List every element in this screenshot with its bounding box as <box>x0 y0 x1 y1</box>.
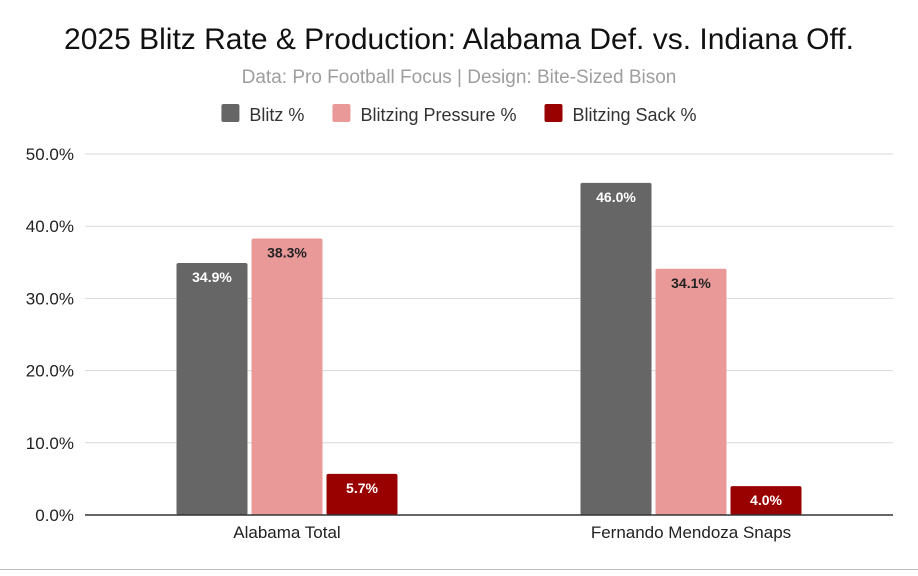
bar-data-label: 34.1% <box>671 275 711 291</box>
bar <box>580 182 652 515</box>
bars <box>176 182 802 515</box>
legend-item: Blitz % <box>221 104 304 125</box>
bar-data-label: 5.7% <box>346 480 378 496</box>
legend-swatch <box>544 104 563 122</box>
y-axis-tick-labels: 0.0% 10.0% 20.0% 30.0% 40.0% 50.0% <box>26 145 74 525</box>
legend-label: Blitzing Pressure % <box>360 105 516 125</box>
legend-item: Blitzing Sack % <box>544 104 697 125</box>
chart-title: 2025 Blitz Rate & Production: Alabama De… <box>64 23 854 56</box>
x-category-label: Alabama Total <box>233 523 340 542</box>
y-tick-label: 50.0% <box>26 145 74 164</box>
data-labels: 34.9% 38.3% 5.7% 46.0% 34.1% 4.0% <box>192 189 782 508</box>
legend-label: Blitzing Sack % <box>573 105 697 125</box>
y-tick-label: 40.0% <box>26 217 74 236</box>
x-category-label: Fernando Mendoza Snaps <box>591 523 791 542</box>
y-tick-label: 10.0% <box>26 434 74 453</box>
bar <box>655 268 727 515</box>
legend-label: Blitz % <box>249 105 304 125</box>
bar-data-label: 46.0% <box>596 189 636 205</box>
legend-swatch <box>332 104 351 122</box>
bar-data-label: 4.0% <box>750 492 782 508</box>
x-axis-category-labels: Alabama Total Fernando Mendoza Snaps <box>233 523 791 542</box>
y-tick-label: 0.0% <box>35 506 74 525</box>
legend-swatch <box>221 104 240 122</box>
bar <box>176 263 248 515</box>
legend: Blitz % Blitzing Pressure % Blitzing Sack … <box>221 104 697 125</box>
y-tick-label: 20.0% <box>26 362 74 381</box>
bar <box>251 238 323 515</box>
bar <box>326 473 398 515</box>
chart-subtitle: Data: Pro Football Focus | Design: Bite-… <box>242 67 677 88</box>
bar-data-label: 34.9% <box>192 269 232 285</box>
y-tick-label: 30.0% <box>26 289 74 308</box>
bar-data-label: 38.3% <box>267 244 307 260</box>
bar <box>730 486 802 515</box>
legend-item: Blitzing Pressure % <box>332 104 517 125</box>
